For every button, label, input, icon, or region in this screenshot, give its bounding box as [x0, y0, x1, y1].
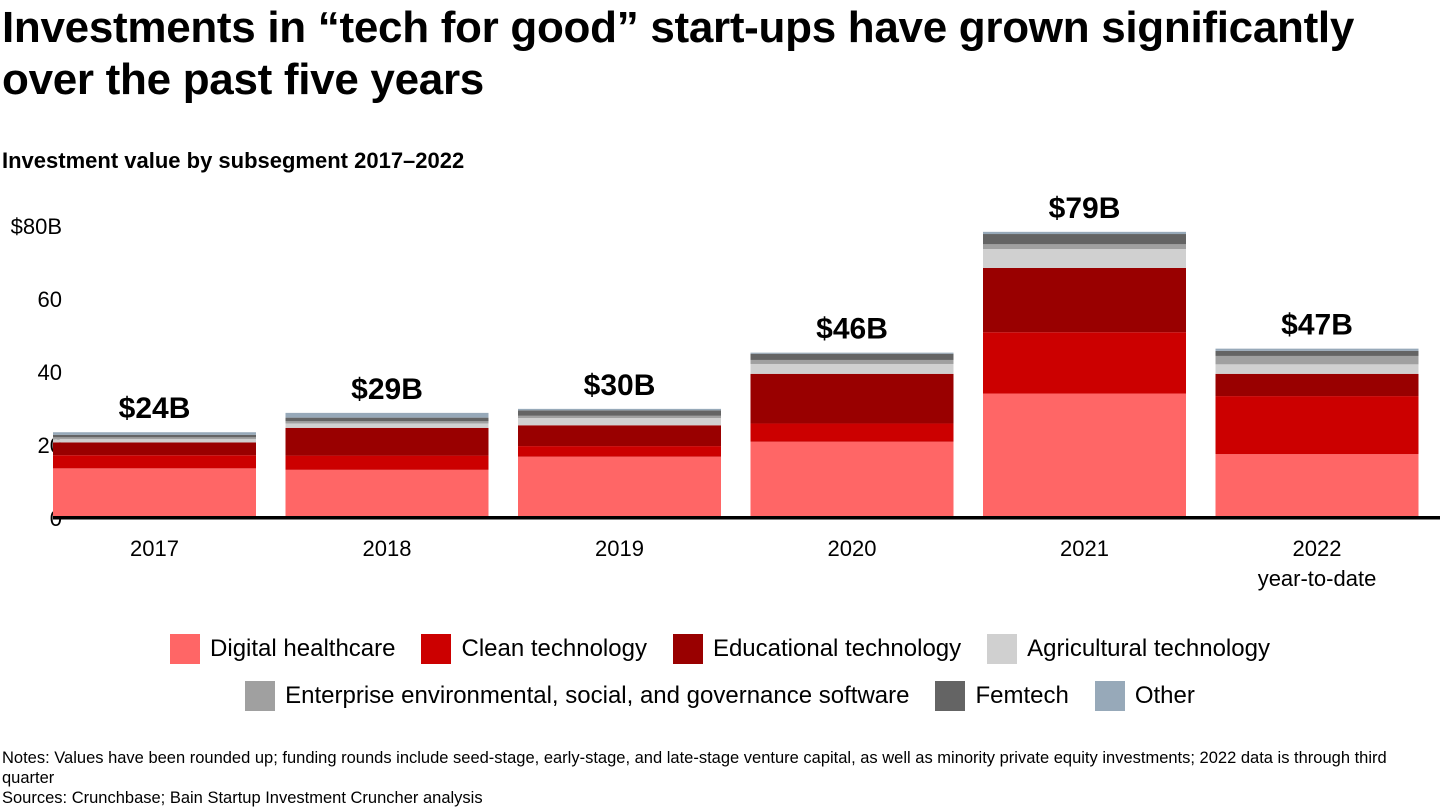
legend-item: Digital healthcare	[170, 634, 395, 664]
bar-total-label: $30B	[584, 369, 656, 402]
bar-segment-agricultural-technology	[285, 423, 489, 428]
bar-total-label: $47B	[1281, 309, 1353, 342]
bar-segment-digital-healthcare	[750, 441, 954, 518]
bar-segment-clean-technology	[518, 446, 721, 457]
legend-label: Clean technology	[461, 635, 647, 662]
legend-swatch	[987, 634, 1018, 664]
bar-total-label: $24B	[119, 392, 191, 425]
legend-label: Digital healthcare	[210, 635, 396, 662]
x-tick-label: 2021	[1060, 536, 1109, 561]
legend-label: Enterprise environmental, social, and go…	[285, 682, 910, 709]
sources-text: Sources: Crunchbase; Bain Startup Invest…	[2, 789, 483, 807]
footnotes: Notes: Values have been rounded up; fund…	[2, 748, 1432, 808]
bar-segment-other	[983, 231, 1186, 235]
bar-segment-educational-technology	[750, 373, 954, 424]
legend-swatch	[935, 681, 966, 711]
legend-row-1: Digital healthcare Clean technology Educat…	[0, 634, 1440, 664]
legend-swatch	[672, 634, 703, 664]
chart-title: Investments in “tech for good” start-ups…	[2, 3, 1355, 104]
x-tick-label: year-to-date	[1258, 566, 1377, 591]
bar-segment-enterprise-environmental-social-and-governance-software	[750, 359, 954, 364]
legend-item: Femtech	[935, 681, 1069, 711]
legend-label: Educational technology	[712, 635, 962, 662]
y-tick-label: 40	[38, 360, 62, 385]
bar-segment-enterprise-environmental-social-and-governance-software	[53, 437, 256, 440]
chart-subtitle: Investment value by subsegment 2017–2022	[2, 148, 465, 173]
bar-segment-other	[285, 412, 489, 418]
legend-swatch	[1094, 681, 1125, 711]
bar-segment-digital-healthcare	[53, 468, 256, 518]
bar-segment-clean-technology	[983, 332, 1186, 394]
bar-segment-agricultural-technology	[53, 439, 256, 443]
bar-segment-educational-technology	[285, 427, 489, 456]
legend-label: Agricultural technology	[1027, 635, 1270, 662]
bar-segment-femtech	[53, 434, 256, 438]
legend-label: Other	[1134, 682, 1195, 709]
bar-segment-enterprise-environmental-social-and-governance-software	[518, 415, 721, 418]
legend-item: Educational technology	[672, 634, 962, 664]
bar-total-label: $29B	[351, 373, 423, 406]
bar-segment-digital-healthcare	[285, 469, 489, 518]
legend-swatch	[170, 634, 201, 664]
notes-text: Notes: Values have been rounded up; fund…	[2, 749, 1387, 787]
bar-segment-other	[518, 408, 721, 411]
legend-swatch	[245, 681, 276, 711]
legend-label: Femtech	[975, 682, 1069, 709]
x-tick-label: 2020	[828, 536, 877, 561]
legend-item: Agricultural technology	[987, 634, 1270, 664]
legend-row-2: Enterprise environmental, social, and go…	[0, 681, 1440, 711]
x-tick-label: 2018	[363, 536, 412, 561]
bar-total-label: $79B	[1049, 192, 1121, 225]
bar-total-label: $46B	[816, 313, 888, 346]
y-tick-label: $80B	[11, 214, 62, 239]
bar-segment-enterprise-environmental-social-and-governance-software	[1215, 355, 1419, 365]
bar-segment-other	[53, 432, 256, 435]
x-tick-label: 2017	[130, 536, 179, 561]
bar-segment-agricultural-technology	[518, 417, 721, 426]
bar-segment-femtech	[750, 353, 954, 360]
bar-segment-clean-technology	[750, 423, 954, 442]
x-axis-line	[53, 516, 1440, 520]
bar-segment-enterprise-environmental-social-and-governance-software	[983, 244, 1186, 249]
legend-item: Enterprise environmental, social, and go…	[245, 681, 909, 711]
bar-segment-digital-healthcare	[518, 456, 721, 518]
bar-segment-clean-technology	[1215, 396, 1419, 455]
bar-segment-clean-technology	[53, 455, 256, 469]
bar-segment-agricultural-technology	[1215, 364, 1419, 374]
bar-segment-femtech	[518, 410, 721, 416]
bar-segment-digital-healthcare	[983, 393, 1186, 518]
bar-segment-femtech	[983, 234, 1186, 245]
bar-segment-educational-technology	[53, 442, 256, 456]
x-tick-label: 2022	[1293, 536, 1342, 561]
bar-segment-femtech	[1215, 350, 1419, 356]
bar-segment-educational-technology	[518, 425, 721, 447]
bar-segment-agricultural-technology	[750, 363, 954, 374]
legend-swatch	[421, 634, 452, 664]
bar-segment-clean-technology	[285, 455, 489, 470]
bar-segment-educational-technology	[983, 267, 1186, 333]
bar-segment-agricultural-technology	[983, 248, 1186, 268]
y-tick-label: 60	[38, 287, 62, 312]
stacked-bar-chart: 0204060$80B$24B2017$29B2018$30B2019$46B2…	[11, 192, 1440, 591]
bar-segment-digital-healthcare	[1215, 454, 1419, 518]
x-tick-label: 2019	[595, 536, 644, 561]
bar-segment-femtech	[285, 417, 489, 422]
legend-item: Clean technology	[421, 634, 647, 664]
bar-segment-educational-technology	[1215, 373, 1419, 397]
bar-segment-other	[750, 352, 954, 354]
bar-segment-enterprise-environmental-social-and-governance-software	[285, 421, 489, 424]
legend-item: Other	[1094, 681, 1195, 711]
bar-segment-other	[1215, 348, 1419, 351]
